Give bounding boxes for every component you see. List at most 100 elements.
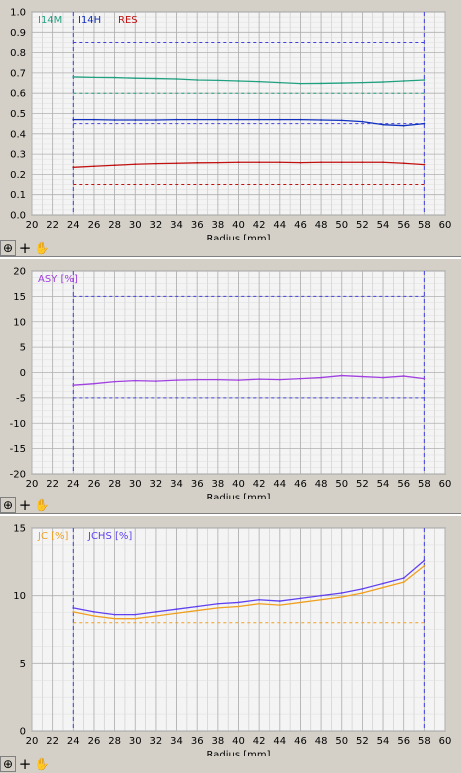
data-point	[258, 378, 261, 380]
data-point	[402, 162, 405, 165]
chart-panel-quality: 0.0 0.1 0.2 0.3 0.4 0.5 0.6 0.7 0.8 0.9 1.0 20 22 24 2…	[0, 0, 461, 256]
chart-toolbar: ⊕ + ✋	[0, 756, 50, 772]
series-line	[73, 118, 425, 127]
data-point	[320, 594, 322, 597]
data-point	[155, 615, 157, 617]
data-point	[93, 615, 95, 617]
hand-pan-icon[interactable]: ✋	[34, 757, 50, 771]
data-point	[402, 124, 405, 127]
zoom-icon[interactable]: ⊕	[0, 240, 16, 256]
x-tick-label: 40	[232, 479, 245, 490]
data-point	[278, 378, 281, 381]
x-tick-label: 26	[88, 220, 101, 231]
data-point	[196, 161, 199, 164]
x-tick-label: 56	[397, 479, 410, 490]
x-tick-label: 42	[253, 479, 266, 490]
x-tick-label: 46	[294, 479, 307, 490]
y-tick-label: 0.6	[10, 89, 26, 100]
x-tick-label: 28	[108, 479, 121, 490]
hand-pan-icon[interactable]: ✋	[34, 498, 50, 512]
panel-divider	[0, 256, 461, 259]
x-tick-label: 26	[88, 479, 101, 490]
data-point	[402, 375, 405, 377]
data-point	[299, 82, 302, 85]
data-point	[134, 77, 137, 80]
y-tick-label: 5	[20, 659, 26, 670]
y-tick-label: 15	[13, 292, 26, 303]
data-point	[278, 604, 281, 607]
x-tick-label: 20	[26, 220, 39, 231]
data-point	[402, 577, 405, 579]
x-tick-label: 36	[191, 220, 204, 231]
x-tick-label: 44	[273, 736, 286, 747]
data-point	[72, 118, 75, 121]
data-point	[216, 606, 219, 609]
series-line	[73, 565, 425, 620]
crosshair-icon[interactable]: +	[18, 496, 32, 514]
data-point	[423, 377, 426, 380]
data-point	[216, 602, 219, 605]
zoom-icon[interactable]: ⊕	[0, 497, 16, 513]
series-line	[73, 76, 425, 85]
legend-label: I14H	[78, 15, 101, 26]
x-tick-label: 46	[294, 736, 307, 747]
data-point	[237, 118, 240, 121]
data-point	[423, 122, 426, 125]
x-tick-label: 44	[273, 220, 286, 231]
data-point	[155, 77, 157, 80]
x-tick-label: 52	[356, 736, 369, 747]
x-tick-label: 50	[335, 220, 348, 231]
data-point	[155, 119, 157, 121]
x-tick-label: 38	[211, 220, 224, 231]
data-point	[361, 592, 364, 594]
x-tick-label: 22	[46, 479, 59, 490]
x-tick-label: 24	[67, 220, 80, 231]
x-tick-label: 20	[26, 479, 39, 490]
panel-divider	[0, 513, 461, 516]
data-point	[134, 119, 137, 121]
chart-toolbar: ⊕ + ✋	[0, 240, 50, 256]
x-tick-label: 32	[150, 220, 163, 231]
hand-pan-icon[interactable]: ✋	[34, 241, 50, 255]
data-point	[72, 166, 75, 169]
y-tick-label: 0.4	[10, 129, 26, 140]
data-point	[175, 608, 178, 611]
data-point	[113, 617, 116, 620]
x-tick-label: 28	[108, 736, 121, 747]
x-tick-label: 32	[150, 736, 163, 747]
crosshair-icon[interactable]: +	[18, 755, 32, 773]
data-point	[196, 609, 199, 612]
data-point	[93, 118, 95, 121]
data-point	[237, 605, 240, 608]
data-point	[175, 78, 178, 80]
y-tick-label: 20	[13, 267, 26, 278]
y-tick-label: -15	[10, 444, 26, 455]
y-tick-label: 0.3	[10, 150, 26, 161]
data-point	[382, 586, 384, 589]
x-tick-label: 52	[356, 479, 369, 490]
chart-asymmetry: -20 -15 -10 -5 0 5 10 15 20 20 22 24 26 28 30 32 34 36 38 4…	[10, 267, 452, 500]
x-tick-label: 48	[315, 479, 328, 490]
data-point	[382, 161, 384, 164]
x-tick-label: 40	[232, 736, 245, 747]
legend-label: JCHS [%]	[87, 531, 132, 542]
zoom-icon[interactable]: ⊕	[0, 756, 16, 772]
data-point	[278, 81, 281, 84]
crosshair-icon[interactable]: +	[18, 239, 32, 257]
data-point	[258, 118, 261, 121]
data-point	[423, 79, 426, 81]
chart-panel-jitter: 0 5 10 15 20 22 24 26 28 30 32 34 36 38 40 42 44 46 48 50 52…	[0, 516, 461, 773]
y-tick-label: 1.0	[10, 8, 26, 19]
x-tick-label: 34	[170, 220, 183, 231]
data-point	[402, 80, 405, 82]
data-point	[423, 163, 426, 166]
data-point	[216, 79, 219, 82]
y-tick-label: 0	[20, 368, 26, 379]
data-point	[155, 162, 157, 165]
y-tick-label: 0.8	[10, 48, 26, 59]
x-tick-label: 54	[377, 220, 390, 231]
x-tick-label: 40	[232, 220, 245, 231]
data-point	[93, 76, 95, 79]
y-tick-label: -20	[10, 470, 26, 481]
data-point	[175, 379, 178, 382]
